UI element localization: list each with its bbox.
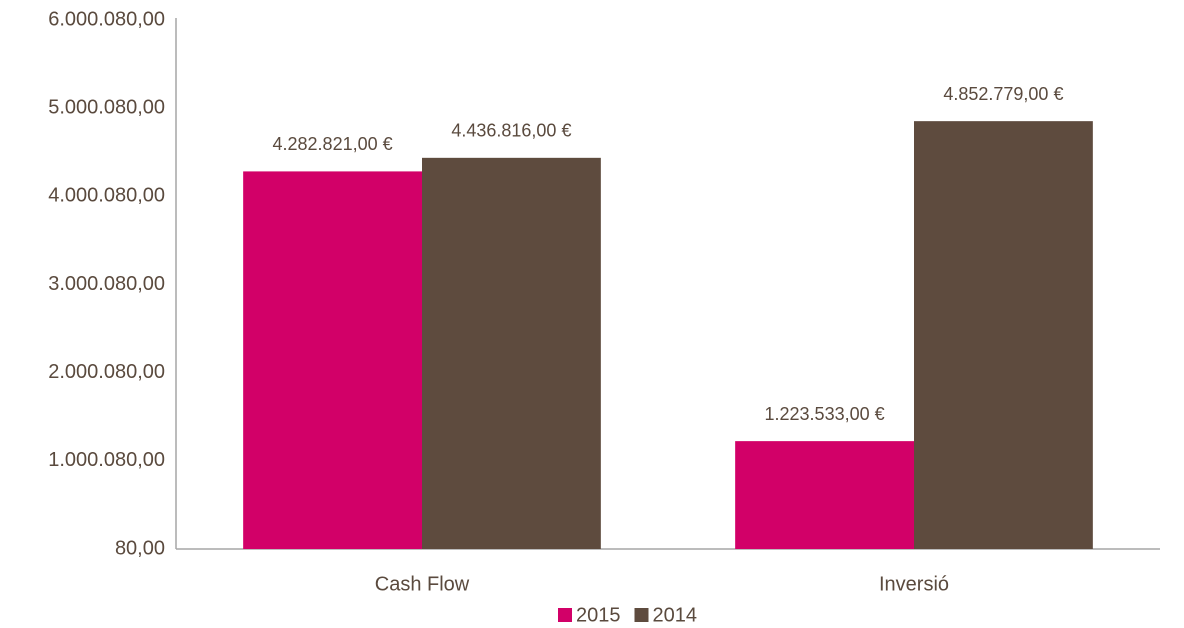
y-tick-label: 4.000.080,00	[48, 185, 165, 207]
bar	[422, 157, 601, 550]
value-label: 4.852.779,00 €	[943, 84, 1063, 104]
legend-label: 2014	[653, 604, 698, 626]
legend-swatch	[634, 608, 649, 622]
y-tick-label: 5.000.080,00	[48, 96, 165, 118]
bar	[735, 441, 914, 549]
legend-label: 2015	[576, 604, 621, 626]
x-tick-label: Cash Flow	[375, 573, 470, 595]
value-label: 4.282.821,00 €	[273, 134, 393, 154]
y-tick-label: 3.000.080,00	[48, 273, 165, 295]
y-tick-label: 80,00	[115, 537, 165, 559]
legend-swatch	[558, 608, 572, 622]
bar	[243, 171, 422, 549]
x-tick-label: Inversió	[879, 573, 949, 595]
bar	[914, 121, 1093, 550]
value-label: 1.223.533,00 €	[765, 404, 885, 424]
y-tick-label: 2.000.080,00	[48, 361, 165, 383]
y-tick-label: 6.000.080,00	[48, 8, 165, 30]
y-tick-label: 1.000.080,00	[48, 449, 165, 471]
value-label: 4.436.816,00 €	[451, 121, 571, 141]
